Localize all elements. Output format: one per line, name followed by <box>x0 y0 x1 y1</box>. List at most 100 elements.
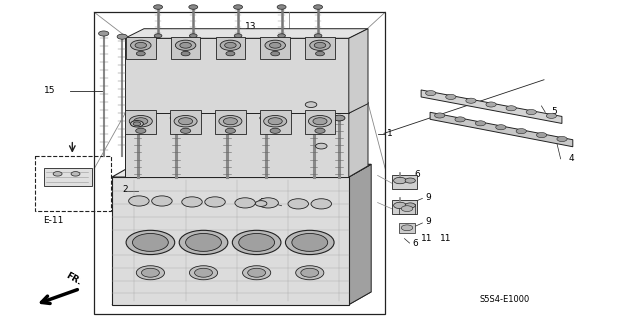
Text: 9: 9 <box>425 217 431 226</box>
Bar <box>126 37 156 59</box>
Circle shape <box>181 51 190 56</box>
Circle shape <box>426 91 436 96</box>
Circle shape <box>174 115 197 127</box>
Bar <box>94 12 385 314</box>
Circle shape <box>405 203 415 208</box>
Circle shape <box>179 230 228 255</box>
Text: 11: 11 <box>440 234 452 243</box>
Circle shape <box>278 34 285 38</box>
Circle shape <box>136 128 146 133</box>
Text: 15: 15 <box>44 86 55 95</box>
Circle shape <box>226 51 235 56</box>
Circle shape <box>53 172 62 176</box>
Circle shape <box>133 122 141 126</box>
Circle shape <box>496 125 506 130</box>
Bar <box>399 204 415 214</box>
Text: 10: 10 <box>305 101 317 110</box>
Text: 3: 3 <box>205 156 211 165</box>
Circle shape <box>455 117 465 122</box>
Circle shape <box>205 197 225 207</box>
Circle shape <box>264 115 287 127</box>
Circle shape <box>136 51 145 56</box>
Circle shape <box>401 225 413 231</box>
Polygon shape <box>112 292 371 305</box>
Bar <box>305 37 335 59</box>
Circle shape <box>333 115 345 121</box>
Circle shape <box>141 268 159 277</box>
Circle shape <box>271 51 280 56</box>
Circle shape <box>99 31 109 36</box>
Circle shape <box>234 34 242 38</box>
Circle shape <box>234 5 243 9</box>
Bar <box>216 37 245 59</box>
Circle shape <box>154 5 163 9</box>
Circle shape <box>117 34 127 39</box>
Text: 6: 6 <box>415 170 420 179</box>
Circle shape <box>401 206 413 211</box>
Bar <box>392 200 417 214</box>
Circle shape <box>405 178 415 183</box>
Circle shape <box>170 115 182 121</box>
Circle shape <box>311 199 332 209</box>
Circle shape <box>189 266 218 280</box>
Circle shape <box>136 266 164 280</box>
Bar <box>399 223 415 233</box>
Circle shape <box>258 198 278 208</box>
Circle shape <box>486 102 496 107</box>
Circle shape <box>308 115 319 121</box>
Circle shape <box>179 118 193 125</box>
Circle shape <box>277 5 286 9</box>
Circle shape <box>232 230 281 255</box>
Circle shape <box>220 40 241 50</box>
Circle shape <box>288 199 308 209</box>
Bar <box>392 175 417 189</box>
Text: 8-: 8- <box>140 68 148 77</box>
Bar <box>125 38 349 113</box>
Circle shape <box>180 42 191 48</box>
Polygon shape <box>430 112 573 147</box>
Circle shape <box>296 266 324 280</box>
Circle shape <box>225 128 236 133</box>
Circle shape <box>270 128 280 133</box>
Circle shape <box>225 42 236 48</box>
Circle shape <box>557 137 567 142</box>
Circle shape <box>314 34 322 38</box>
Circle shape <box>180 128 191 133</box>
Circle shape <box>134 118 148 125</box>
Circle shape <box>547 113 557 118</box>
Text: 9: 9 <box>425 193 431 202</box>
Circle shape <box>316 143 327 149</box>
Circle shape <box>310 40 330 50</box>
Circle shape <box>516 129 526 134</box>
Text: 4: 4 <box>568 154 574 163</box>
Circle shape <box>265 40 285 50</box>
Circle shape <box>239 234 275 251</box>
Circle shape <box>71 172 80 176</box>
Bar <box>170 110 201 134</box>
Text: 14: 14 <box>340 57 352 66</box>
Polygon shape <box>125 102 368 113</box>
Text: 12: 12 <box>324 141 335 150</box>
Text: 2: 2 <box>122 185 128 194</box>
Circle shape <box>195 268 212 277</box>
Circle shape <box>129 196 149 206</box>
Polygon shape <box>349 29 368 113</box>
Polygon shape <box>349 102 368 177</box>
Polygon shape <box>112 164 371 177</box>
Circle shape <box>189 5 198 9</box>
Circle shape <box>315 128 325 133</box>
Circle shape <box>223 118 237 125</box>
Bar <box>260 37 290 59</box>
Circle shape <box>132 115 143 121</box>
Bar <box>112 177 349 305</box>
Circle shape <box>152 196 172 206</box>
Circle shape <box>316 51 324 56</box>
Circle shape <box>126 230 175 255</box>
Circle shape <box>154 34 162 38</box>
Text: 10: 10 <box>260 198 271 207</box>
Text: E-11: E-11 <box>43 216 63 225</box>
Circle shape <box>221 115 233 121</box>
Circle shape <box>314 5 323 9</box>
Text: 1: 1 <box>387 130 392 138</box>
Circle shape <box>435 113 445 118</box>
